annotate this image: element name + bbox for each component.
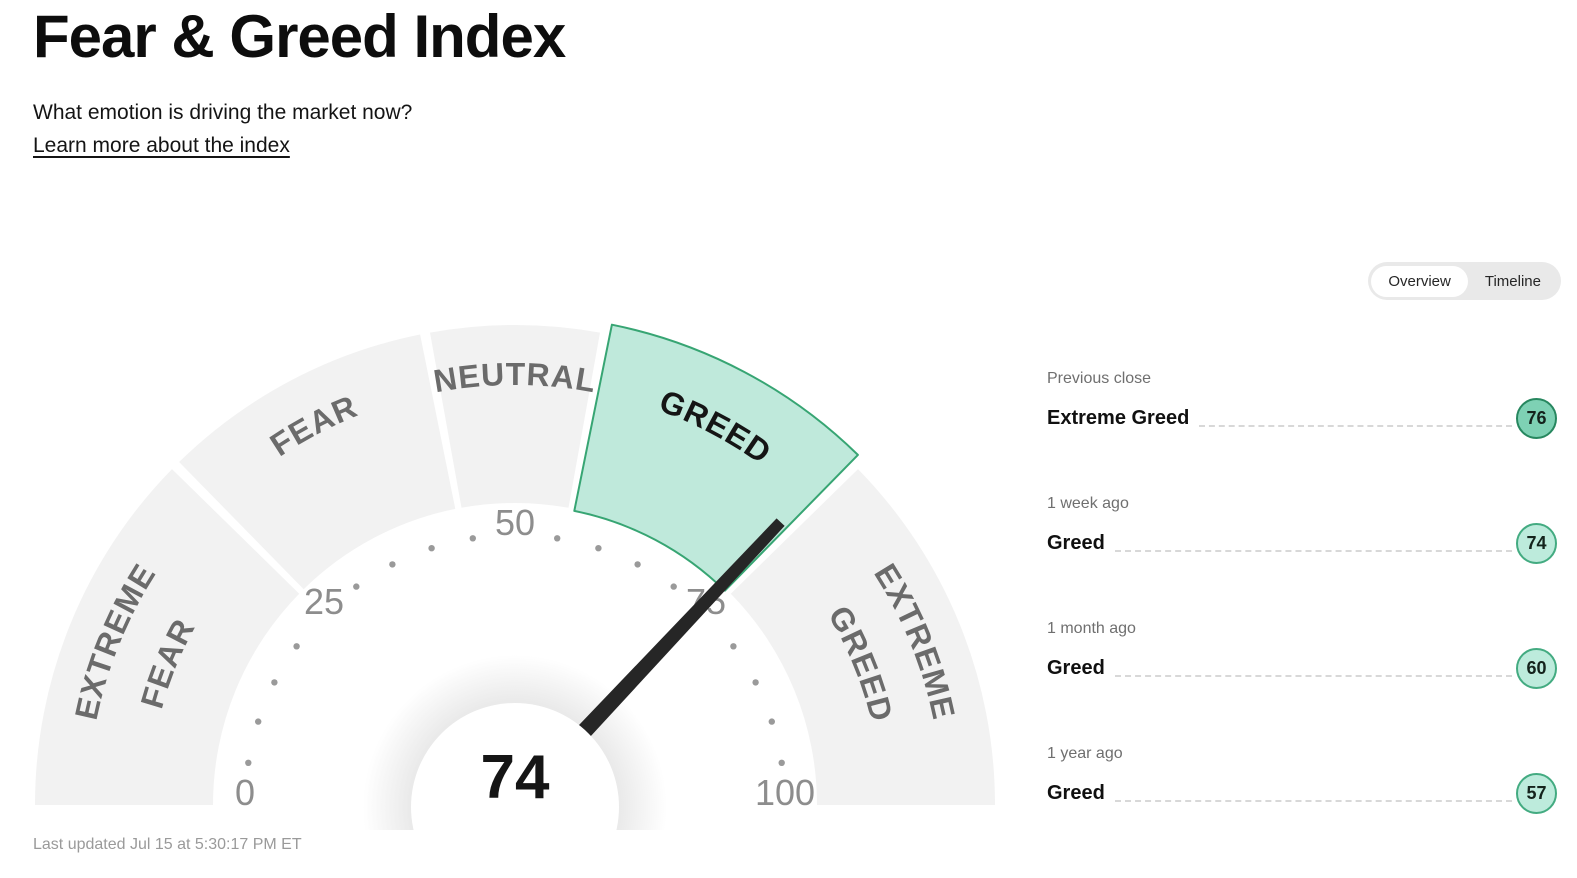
fear-greed-gauge: EXTREME FEAR FEAR NEUTRAL GREED EXTREME … [0,300,1030,878]
dashed-leader [1114,674,1512,677]
dashed-leader [1114,799,1512,802]
gauge-segment-extreme-fear [34,469,300,805]
view-toggle: Overview Timeline [1368,262,1561,300]
dashed-leader [1199,424,1512,427]
history-rating: Extreme Greed [1047,407,1190,429]
history-score-badge: 74 [1516,523,1557,564]
dashed-leader [1114,549,1512,552]
history-rating: Greed [1047,532,1105,554]
history-score-badge: 57 [1516,773,1557,814]
history-score-badge: 60 [1516,648,1557,689]
last-updated: Last updated Jul 15 at 5:30:17 PM ET [33,836,302,853]
history-row-1-month: 1 month ago Greed 60 [1047,620,1557,689]
history-period-label: 1 year ago [1047,745,1123,762]
history-row-1-year: 1 year ago Greed 57 [1047,745,1557,814]
history-row-previous-close: Previous close Extreme Greed 76 [1047,370,1557,439]
history-period-label: Previous close [1047,370,1152,387]
history-period-label: 1 week ago [1047,495,1129,512]
history-score-badge: 76 [1516,398,1557,439]
gauge-tick-dots [245,535,785,766]
toggle-option-overview[interactable]: Overview [1371,265,1468,297]
history-panel: Previous close Extreme Greed 76 1 week a… [1047,370,1557,870]
tick-label-0: 0 [235,772,255,813]
tick-label-50: 50 [495,502,535,543]
gauge-segment-fear [179,334,456,590]
history-row-1-week: 1 week ago Greed 74 [1047,495,1557,564]
toggle-option-timeline[interactable]: Timeline [1468,266,1558,297]
tick-label-25: 25 [304,581,344,622]
gauge-value: 74 [481,743,550,812]
history-rating: Greed [1047,782,1105,804]
gauge-segment-neutral [430,325,600,508]
gauge-segment-extreme-greed [730,469,995,805]
history-period-label: 1 month ago [1047,620,1136,637]
gauge-segment-greed [573,323,859,592]
page-title: Fear & Greed Index [33,3,566,70]
history-rating: Greed [1047,657,1105,679]
tick-label-100: 100 [755,772,815,813]
page-subtitle: What emotion is driving the market now? [33,101,413,124]
learn-more-link[interactable]: Learn more about the index [33,134,290,157]
